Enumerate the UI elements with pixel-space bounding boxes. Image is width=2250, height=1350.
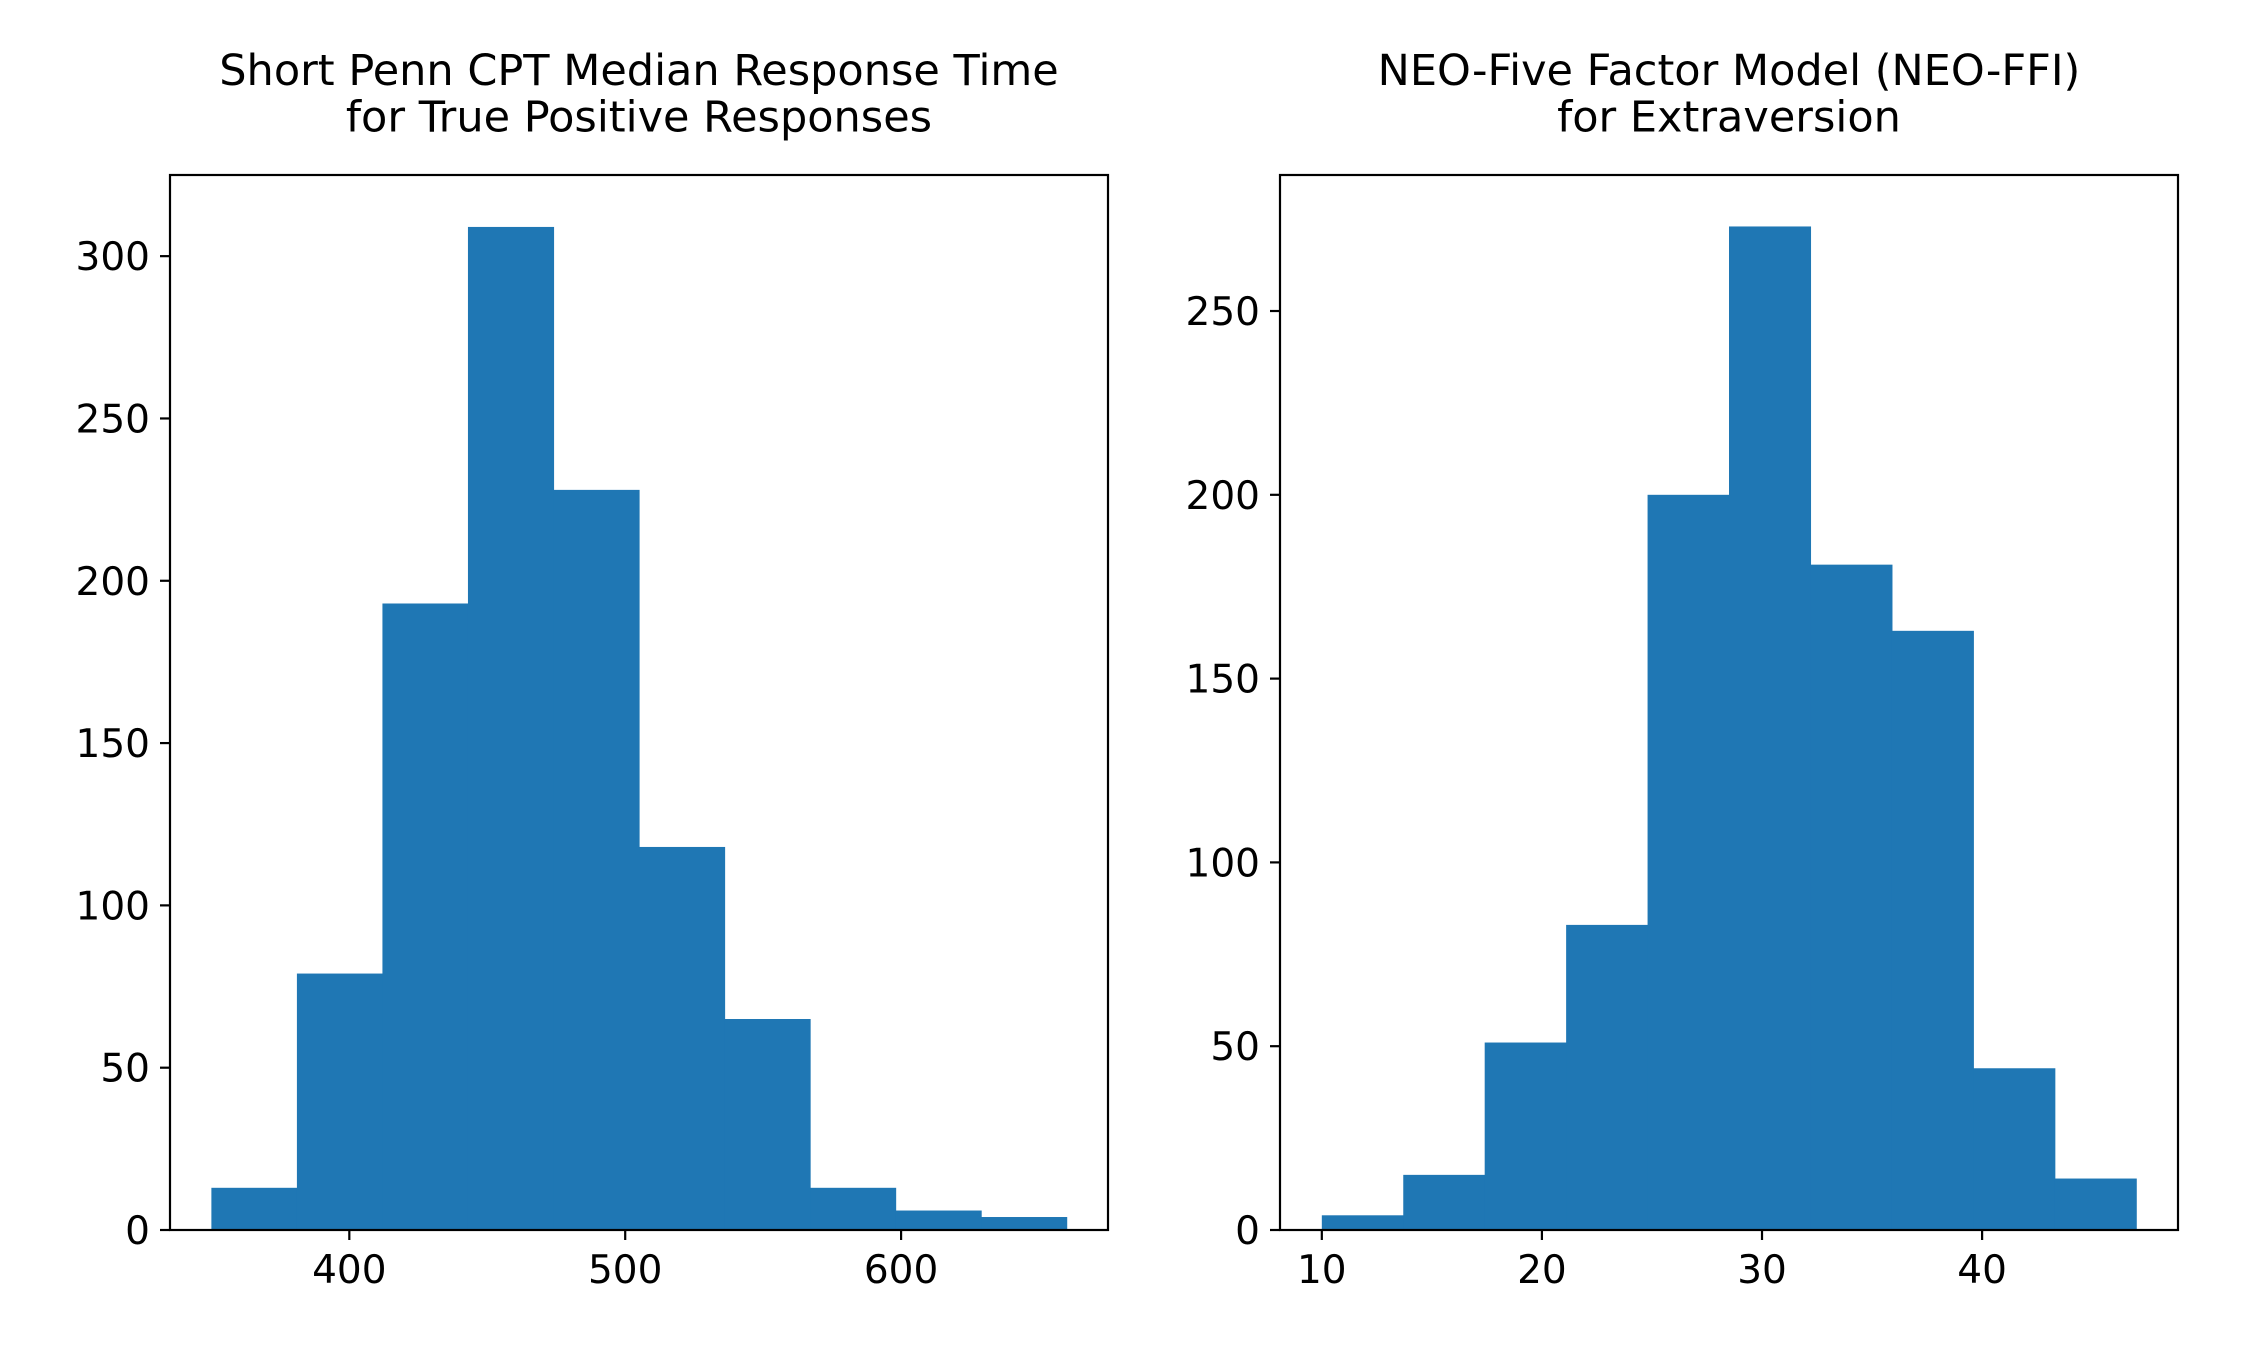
histogram-bar [1566, 924, 1649, 1230]
x-tick-label: 40 [1957, 1248, 2007, 1293]
histogram-bar [1321, 1215, 1404, 1230]
histogram-bar [382, 603, 469, 1230]
histogram-response-time: 400 500 600 0 50 100 150 200 250 300 Short Penn CP… [76, 46, 1110, 1293]
histogram-bar [724, 1019, 811, 1230]
histogram-extraversion: 10 20 30 40 0 50 100 150 200 250 NEO-Five Factor M… [1186, 46, 2180, 1293]
histogram-bar [1729, 226, 1812, 1231]
histogram-bar [1647, 494, 1730, 1230]
histogram-bar [1891, 630, 1974, 1230]
histogram-bar [553, 489, 640, 1230]
x-tick-label: 500 [588, 1248, 662, 1293]
y-tick-label: 250 [76, 397, 150, 442]
histogram-bar [895, 1210, 982, 1230]
y-tick-label: 200 [1186, 474, 1260, 519]
y-tick-label: 0 [125, 1209, 150, 1254]
y-tick-label: 250 [1186, 290, 1260, 335]
histogram-bar [1810, 564, 1893, 1230]
histogram-bar [1403, 1174, 1486, 1230]
x-tick-label: 10 [1297, 1248, 1347, 1293]
y-tick-label: 50 [100, 1047, 150, 1092]
histogram-bar [2054, 1178, 2137, 1230]
histogram-bar [296, 973, 384, 1230]
histogram-bar [639, 846, 726, 1230]
histogram-bar [1973, 1068, 2056, 1230]
histogram-bar [211, 1187, 298, 1230]
x-tick-label: 20 [1517, 1248, 1567, 1293]
x-tick-label: 30 [1737, 1248, 1787, 1293]
y-tick-label: 150 [76, 722, 150, 767]
y-tick-label: 0 [1235, 1209, 1260, 1254]
y-tick-label: 100 [1186, 841, 1260, 886]
chart-title: NEO-Five Factor Model (NEO-FFI) for Extra… [1378, 46, 2081, 142]
y-tick-label: 300 [76, 235, 150, 280]
axes-frame [1278, 173, 2180, 1232]
y-tick-label: 50 [1210, 1025, 1260, 1070]
y-tick-label: 100 [76, 884, 150, 929]
y-tick-label: 200 [76, 560, 150, 605]
x-tick-label: 400 [312, 1248, 386, 1293]
y-tick-label: 150 [1186, 658, 1260, 703]
histogram-bar [981, 1217, 1068, 1230]
axes-frame [168, 173, 1110, 1232]
histogram-bar [467, 226, 555, 1230]
chart-title: Short Penn CPT Median Response Time for T… [219, 46, 1058, 142]
histogram-bar [1484, 1042, 1567, 1230]
histogram-bar [810, 1187, 897, 1230]
x-tick-label: 600 [864, 1248, 938, 1293]
